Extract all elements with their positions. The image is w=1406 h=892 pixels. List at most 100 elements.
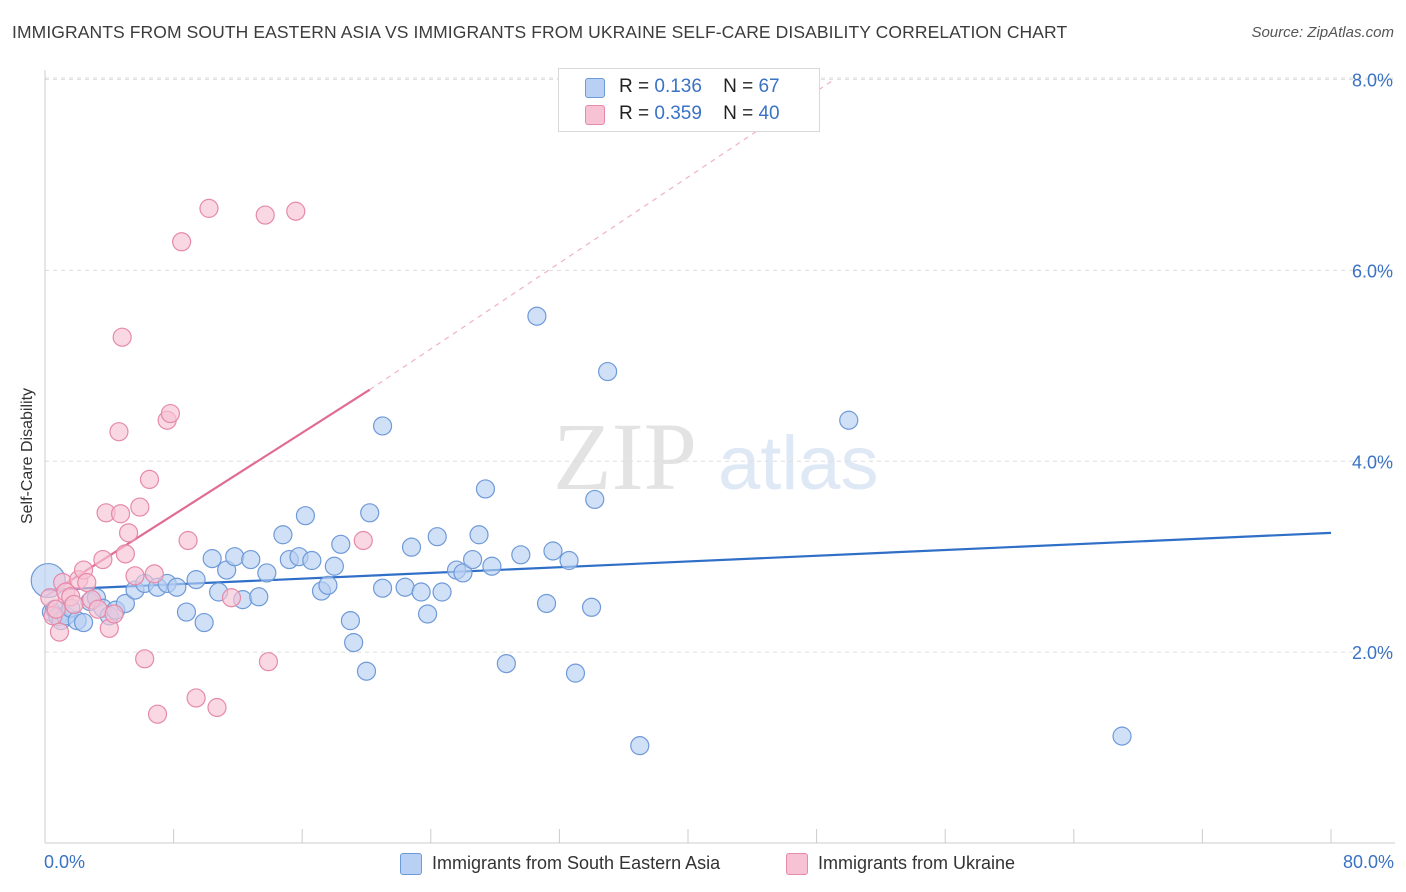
- point-ukraine: [130, 497, 150, 517]
- point-south-eastern-asia: [598, 361, 618, 382]
- n-value: 67: [758, 76, 780, 97]
- point-south-eastern-asia: [511, 545, 531, 565]
- point-ukraine: [49, 622, 70, 642]
- point-south-eastern-asia: [585, 489, 605, 510]
- point-south-eastern-asia: [186, 570, 206, 590]
- point-ukraine: [93, 549, 113, 570]
- legend-swatch-pink: [585, 105, 605, 125]
- y-tick-labels: 2.0% 4.0% 6.0% 8.0%: [1352, 71, 1393, 664]
- point-south-eastern-asia: [1112, 726, 1132, 746]
- point-south-eastern-asia: [839, 410, 859, 430]
- point-south-eastern-asia: [427, 527, 447, 547]
- point-ukraine: [286, 201, 306, 221]
- point-south-eastern-asia: [249, 587, 269, 607]
- point-ukraine: [139, 469, 160, 490]
- point-ukraine: [104, 604, 124, 624]
- legend-swatch-blue: [400, 853, 422, 875]
- source-credit: Source: ZipAtlas.com: [1251, 24, 1394, 41]
- y-tick-label: 2.0%: [1352, 643, 1393, 663]
- point-south-eastern-asia: [324, 556, 344, 576]
- point-ukraine: [46, 599, 66, 619]
- point-south-eastern-asia: [417, 604, 438, 624]
- r-label: R =: [619, 103, 650, 124]
- point-ukraine: [178, 530, 198, 551]
- point-south-eastern-asia: [344, 632, 364, 653]
- point-south-eastern-asia: [543, 541, 563, 561]
- point-ukraine: [258, 652, 279, 672]
- point-ukraine: [172, 232, 192, 252]
- legend-swatch-blue: [585, 78, 605, 98]
- axes: [44, 70, 1395, 844]
- legend-label: Immigrants from Ukraine: [818, 853, 1016, 873]
- point-south-eastern-asia: [453, 563, 473, 583]
- zipatlas-watermark: ZIP atlas: [553, 403, 879, 510]
- legend-swatch-pink: [786, 853, 808, 875]
- n-label: N =: [723, 76, 754, 97]
- watermark-atlas: atlas: [718, 421, 879, 506]
- point-south-eastern-asia: [372, 416, 393, 436]
- point-ukraine: [221, 588, 242, 608]
- point-south-eastern-asia: [527, 306, 547, 326]
- point-south-eastern-asia: [469, 525, 489, 545]
- r-label: R =: [619, 76, 650, 97]
- watermark-zip: ZIP: [553, 403, 697, 510]
- chart-title: IMMIGRANTS FROM SOUTH EASTERN ASIA VS IM…: [12, 22, 1068, 42]
- point-ukraine: [88, 599, 108, 619]
- point-ukraine: [125, 566, 145, 586]
- point-ukraine: [118, 523, 139, 543]
- point-ukraine: [255, 205, 275, 225]
- y-tick-label: 8.0%: [1352, 71, 1393, 91]
- trend-lines: [44, 79, 1332, 598]
- point-ukraine: [160, 403, 180, 424]
- point-south-eastern-asia: [372, 578, 393, 598]
- r-value: 0.359: [654, 103, 702, 124]
- point-south-eastern-asia: [318, 575, 338, 595]
- point-south-eastern-asia: [401, 537, 422, 557]
- n-label: N =: [723, 103, 754, 124]
- point-ukraine: [110, 504, 131, 524]
- point-ukraine: [147, 704, 168, 724]
- point-south-eastern-asia: [257, 563, 277, 583]
- point-south-eastern-asia: [411, 582, 431, 602]
- point-south-eastern-asia: [475, 479, 496, 499]
- point-south-eastern-asia: [176, 602, 197, 622]
- point-south-eastern-asia: [496, 653, 516, 674]
- point-ukraine: [353, 530, 373, 551]
- point-ukraine: [115, 544, 135, 564]
- point-south-eastern-asia: [273, 525, 293, 545]
- point-ukraine: [109, 422, 129, 442]
- point-south-eastern-asia: [356, 661, 377, 681]
- point-south-eastern-asia: [167, 577, 187, 597]
- point-ukraine: [64, 594, 84, 615]
- y-tick-label: 4.0%: [1352, 452, 1393, 472]
- point-south-eastern-asia: [194, 612, 214, 633]
- point-south-eastern-asia: [202, 549, 222, 569]
- point-ukraine: [77, 572, 97, 593]
- y-tick-label: 6.0%: [1352, 261, 1393, 281]
- x-tick-min: 0.0%: [44, 852, 86, 872]
- trend-line-south-eastern-asia: [44, 531, 1332, 592]
- stats-legend: R = 0.136 N = 67 R = 0.359 N = 40: [558, 68, 820, 132]
- point-south-eastern-asia: [241, 549, 261, 570]
- point-south-eastern-asia: [630, 736, 650, 756]
- point-ukraine: [144, 564, 164, 584]
- trend-extension-ukraine: [369, 79, 834, 391]
- point-ukraine: [135, 649, 155, 669]
- point-ukraine: [199, 198, 219, 218]
- point-south-eastern-asia: [432, 582, 452, 602]
- point-south-eastern-asia: [340, 611, 361, 631]
- point-south-eastern-asia: [331, 534, 351, 554]
- x-tick-max: 80.0%: [1342, 852, 1394, 872]
- n-value: 40: [758, 103, 780, 124]
- point-south-eastern-asia: [565, 663, 586, 683]
- point-south-eastern-asia: [559, 550, 579, 571]
- point-south-eastern-asia: [225, 547, 245, 567]
- series-legend: Immigrants from South Eastern Asia Immig…: [0, 852, 1406, 878]
- point-south-eastern-asia: [482, 556, 502, 576]
- point-ukraine: [186, 688, 206, 708]
- point-south-eastern-asia: [395, 577, 415, 597]
- point-south-eastern-asia: [462, 549, 483, 570]
- point-south-eastern-asia: [295, 506, 316, 526]
- point-ukraine: [112, 327, 132, 347]
